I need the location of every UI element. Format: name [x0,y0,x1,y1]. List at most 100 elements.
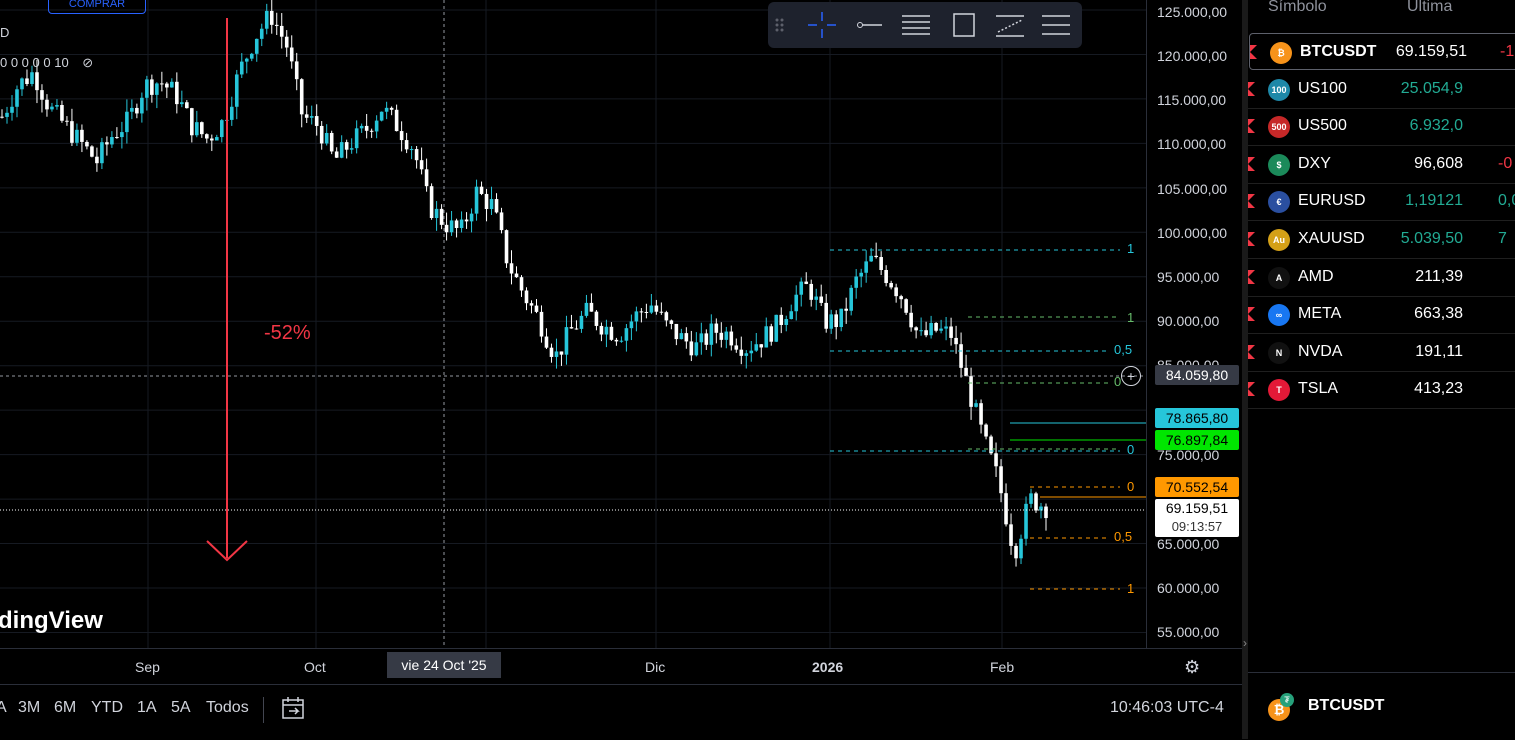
watchlist-row-nvda[interactable]: N NVDA 191,11 [1248,334,1515,372]
range-button-1a[interactable]: 1A [137,699,157,716]
change-value: 7 [1498,230,1507,247]
range-button-5a[interactable]: 5A [171,699,191,716]
candle-body [1014,545,1018,559]
candle-body [170,81,174,88]
flag-icon[interactable] [1248,81,1255,96]
crosshair-tool-icon[interactable] [806,10,838,40]
candle-body [414,149,419,161]
candle-body [759,344,764,348]
last-price: 96,608 [1414,154,1463,172]
flag-icon[interactable] [1248,269,1255,284]
candle-body [989,436,993,454]
candle-body [95,156,99,164]
candle-body [654,305,659,312]
candle-body [234,74,239,107]
drawing-floating-toolbar [768,2,1082,48]
column-header-symbol[interactable]: Símbolo [1268,0,1327,15]
crosshair-price-label: 84.059,80 [1155,365,1239,385]
trend-line-tool-icon[interactable] [854,10,886,40]
candle-body [269,10,274,25]
time-tick: 2026 [812,659,844,675]
collapse-chevron-icon[interactable]: › [1243,636,1247,650]
candle-body [509,263,514,274]
price-axis[interactable]: 125.000,00 120.000,00 115.000,00 110.000… [1146,0,1243,648]
candle-body [309,116,314,118]
candle-body [714,323,719,333]
candle-body [949,326,953,338]
watchlist-row-tsla[interactable]: T TSLA 413,23 [1248,371,1515,410]
channel-tool-icon[interactable] [994,10,1026,40]
flag-icon[interactable] [1248,119,1255,134]
candle-body [854,276,858,288]
candle-body [499,212,504,231]
flag-icon[interactable] [1248,307,1255,322]
candle-body [299,79,304,115]
symbol-name: BTCUSDT [1300,43,1377,60]
details-symbol: BTCUSDT [1308,697,1385,714]
chart-area[interactable]: COMPRAR D 0 0 0 0 0 10 ⊘ -52% dingView 1… [0,0,1146,648]
candle-body [200,122,204,135]
watchlist-row-us100[interactable]: 100 US100 25.054,9 [1248,71,1515,109]
candle-body [239,61,244,75]
add-alert-icon[interactable]: + [1121,366,1141,386]
flag-icon[interactable] [1248,232,1255,246]
percent-change-label: -52% [264,322,311,344]
flag-icon[interactable] [1250,45,1257,59]
eu-flag-icon: € [1268,191,1290,214]
candle-body [909,312,913,328]
range-button[interactable]: A [0,699,7,716]
candle-body [919,330,923,332]
flag-icon[interactable] [1248,344,1255,359]
candle-body [784,319,789,325]
timezone-clock[interactable]: 10:46:03 UTC-4 [1110,699,1224,716]
candle-body [809,283,814,300]
candle-body [694,342,699,356]
candle-body [165,83,169,88]
eye-off-icon[interactable]: ⊘ [82,55,94,70]
price-tick: 75.000,00 [1157,447,1220,463]
change-value: 0,0 [1498,192,1515,210]
watchlist-row-eurusd[interactable]: € EURUSD 1,19121 0,0 [1248,183,1515,222]
tradingview-watermark: dingView [0,607,103,634]
candle-body [799,281,804,295]
candle-body [1029,493,1033,504]
fib-extension-tool-icon[interactable] [1040,10,1072,40]
rectangle-tool-icon[interactable] [948,10,980,40]
candle-body [789,311,794,320]
fib-retracement-tool-icon[interactable] [900,10,932,40]
range-button-3m[interactable]: 3M [18,699,41,716]
candle-body [874,255,878,258]
watchlist-row-xauusd[interactable]: Au XAUUSD 5.039,50 7 [1248,221,1515,259]
chart-settings-gear-icon[interactable]: ⚙ [1184,657,1201,677]
watchlist-row-meta[interactable]: ∞ META 663,38 [1248,296,1515,335]
flag-icon[interactable] [1248,194,1255,209]
buy-button[interactable]: COMPRAR [48,0,146,14]
watchlist-row-us500[interactable]: 500 US500 6.932,0 [1248,108,1515,147]
time-axis[interactable]: Sep Oct Dic 2026 Feb ⚙ [0,648,1242,685]
candle-body [439,208,444,225]
watchlist-row-amd[interactable]: A AMD 211,39 [1248,259,1515,297]
go-to-date-icon[interactable] [280,695,306,726]
candle-body [249,53,254,59]
chart-canvas[interactable] [0,0,1146,648]
candle-body [689,341,694,356]
range-button-all[interactable]: Todos [206,699,249,716]
fib-label-green-1: 1 [1127,310,1135,325]
flag-icon[interactable] [1248,156,1255,171]
range-button-6m[interactable]: 6M [54,699,77,716]
range-button-ytd[interactable]: YTD [91,699,123,716]
drag-handle-icon[interactable] [772,10,786,40]
time-tick: Sep [135,659,160,675]
candle-body [844,308,848,311]
last-price: 1,19121 [1405,192,1463,210]
candle-body [379,111,384,121]
gold-icon: Au [1268,229,1290,251]
flag-icon[interactable] [1248,382,1255,397]
watchlist-row-dxy[interactable]: $ DXY 96,608 -0 [1248,146,1515,184]
panel-divider[interactable] [1242,0,1248,739]
watchlist-row-btcusdt[interactable]: ₿ BTCUSDT 69.159,51 -1.17 [1249,33,1515,70]
candle-body [85,141,89,147]
last-price: 191,11 [1415,342,1463,360]
column-header-last[interactable]: Última [1407,0,1453,15]
candle-body [50,106,54,110]
